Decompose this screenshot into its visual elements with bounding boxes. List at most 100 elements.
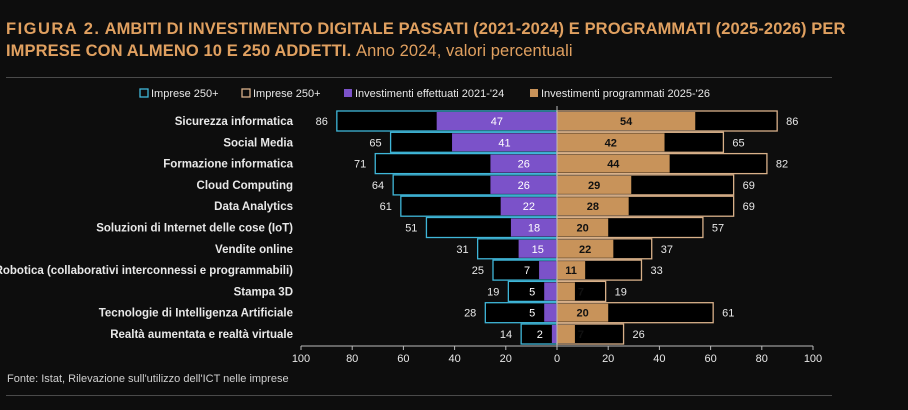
fill-bar-planned <box>557 303 609 322</box>
x-tick-label: 80 <box>756 353 768 365</box>
value-label-fill-planned: 54 <box>620 116 633 128</box>
chart-title: FIGURA 2. AMBITI DI INVESTIMENTO DIGITAL… <box>6 18 886 62</box>
value-label-outline-planned: 37 <box>661 244 673 256</box>
fill-bar-past <box>510 218 557 237</box>
legend-swatch-1 <box>241 88 251 98</box>
value-label-fill-planned: 28 <box>587 201 599 213</box>
value-label-outline-past: 86 <box>316 116 328 128</box>
value-label-outline-past: 19 <box>487 286 499 298</box>
value-label-fill-past: 5 <box>529 286 535 298</box>
legend-label-3: Investimenti programmati 2025-'26 <box>541 88 710 100</box>
category-label: Stampa 3D <box>234 286 293 298</box>
x-tick-label: 20 <box>500 353 512 365</box>
value-label-outline-past: 31 <box>456 244 468 256</box>
value-label-outline-past: 64 <box>372 180 384 192</box>
category-label: Tecnologie di Intelligenza Artificiale <box>99 308 293 320</box>
fill-bar-past <box>436 112 557 130</box>
value-label-fill-past: 5 <box>529 308 535 320</box>
legend-label-2: Investimenti effettuati 2021-'24 <box>355 88 504 100</box>
fill-bar-past <box>544 282 557 301</box>
top-divider <box>6 77 832 78</box>
value-label-outline-past: 25 <box>472 265 484 277</box>
value-label-fill-past: 26 <box>518 180 530 192</box>
value-label-fill-past: 7 <box>524 265 530 277</box>
x-tick-label: 60 <box>397 353 409 365</box>
fill-bar-planned <box>557 261 586 280</box>
fill-bar-planned <box>557 175 632 194</box>
value-label-fill-planned: 11 <box>565 265 577 277</box>
category-label: Soluzioni di Internet delle cose (IoT) <box>96 223 293 235</box>
title-main: AMBITI DI INVESTIMENTO DIGITALE PASSATI … <box>6 20 846 60</box>
value-label-fill-past: 18 <box>528 223 540 235</box>
category-label: Vendite online <box>215 244 293 256</box>
legend-label-1: Imprese 250+ <box>253 88 321 100</box>
value-label-fill-planned: 22 <box>579 244 591 256</box>
value-label-outline-planned: 57 <box>712 223 724 235</box>
fill-bar-past <box>551 325 557 343</box>
x-tick-label: 60 <box>704 353 716 365</box>
value-label-fill-past: 22 <box>523 201 535 213</box>
x-tick-label: 100 <box>804 353 822 365</box>
value-label-fill-past: 41 <box>498 137 510 149</box>
value-label-fill-past: 26 <box>518 159 530 171</box>
value-label-fill-planned: 7 <box>578 329 584 341</box>
fill-bar-planned <box>557 133 665 152</box>
value-label-fill-planned: 29 <box>588 180 600 192</box>
value-label-outline-past: 14 <box>500 329 512 341</box>
value-label-fill-planned: 42 <box>605 137 617 149</box>
value-label-fill-past: 2 <box>537 329 543 341</box>
category-label: Formazione informatica <box>163 159 293 171</box>
diverging-bar-chart: Imprese 250+ Imprese 250+ Investimenti eff… <box>0 88 822 365</box>
figure-label: FIGURA 2. <box>6 20 101 38</box>
fill-bar-planned <box>557 325 575 343</box>
value-label-outline-past: 65 <box>369 137 381 149</box>
fill-bar-planned <box>557 154 670 173</box>
category-label: Realtà aumentata e realtà virtuale <box>110 329 293 341</box>
legend-swatch-2 <box>344 89 352 97</box>
value-label-outline-planned: 69 <box>743 201 755 213</box>
value-label-fill-planned: 20 <box>576 308 588 320</box>
value-label-fill-planned: 20 <box>576 223 588 235</box>
fill-bar-planned <box>557 218 609 237</box>
legend-swatch-0 <box>139 88 149 98</box>
value-label-fill-planned: 44 <box>607 159 620 171</box>
fill-bar-planned <box>557 197 629 216</box>
x-tick-label: 20 <box>602 353 614 365</box>
value-label-outline-past: 28 <box>464 308 476 320</box>
x-tick-label: 100 <box>292 353 310 365</box>
category-label: Sicurezza informatica <box>175 116 294 128</box>
x-tick-label: 80 <box>346 353 358 365</box>
category-label: Social Media <box>223 137 293 149</box>
value-label-outline-planned: 61 <box>722 308 734 320</box>
fill-bar-past <box>500 197 557 216</box>
value-label-outline-planned: 33 <box>650 265 662 277</box>
fill-bar-planned <box>557 239 614 258</box>
x-tick-label: 40 <box>448 353 460 365</box>
value-label-outline-planned: 65 <box>732 137 744 149</box>
source-note: Fonte: Istat, Rilevazione sull'utilizzo … <box>7 373 289 385</box>
category-label: Robotica (collaborativi interconnessi e … <box>0 265 293 277</box>
legend-label-0: Imprese 250+ <box>151 88 219 100</box>
value-label-outline-past: 71 <box>354 159 366 171</box>
fill-bar-planned <box>557 282 575 301</box>
value-label-fill-planned: 7 <box>578 286 584 298</box>
fill-bar-planned <box>557 112 696 130</box>
x-tick-label: 40 <box>653 353 665 365</box>
fill-bar-past <box>544 303 557 322</box>
fill-bar-past <box>539 261 557 280</box>
value-label-fill-past: 15 <box>532 244 544 256</box>
fill-bar-past <box>518 239 557 258</box>
value-label-fill-past: 47 <box>491 116 503 128</box>
value-label-outline-past: 51 <box>405 223 417 235</box>
category-label: Data Analytics <box>214 201 293 213</box>
title-subtitle: Anno 2024, valori percentuali <box>355 42 573 60</box>
value-label-outline-planned: 86 <box>786 116 798 128</box>
fill-bar-past <box>490 154 557 173</box>
value-label-outline-past: 61 <box>380 201 392 213</box>
value-label-outline-planned: 69 <box>743 180 755 192</box>
value-label-outline-planned: 19 <box>615 286 627 298</box>
bottom-divider <box>6 395 832 396</box>
value-label-outline-planned: 26 <box>633 329 645 341</box>
x-tick-label: 0 <box>554 353 560 365</box>
fill-bar-past <box>490 175 557 194</box>
